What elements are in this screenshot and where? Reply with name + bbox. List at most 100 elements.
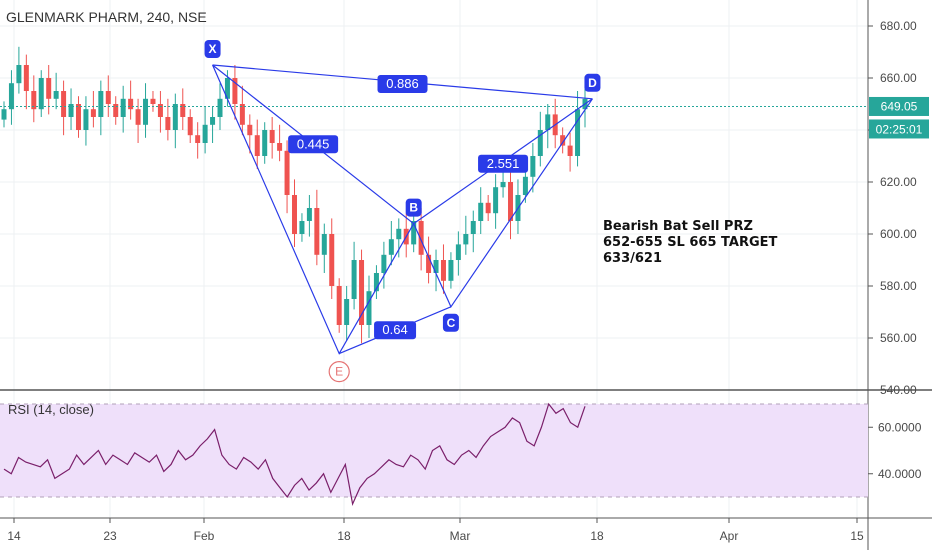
time-axis: 14 23 Feb 18 Mar 18 Apr 15 [7, 518, 864, 543]
candle-body [157, 104, 163, 117]
candle-body [299, 221, 305, 234]
candle-body [202, 124, 208, 143]
time-tick-label: 18 [590, 529, 604, 543]
point-label-a: E [335, 365, 343, 379]
candle-body [90, 109, 96, 117]
candle-body [485, 202, 491, 214]
candle-body [113, 104, 119, 117]
point-label-c: C [447, 316, 456, 330]
candle-body [195, 135, 201, 143]
candle-body [336, 286, 342, 325]
price-tick-label: 540.00 [880, 383, 917, 397]
candle-body [128, 98, 134, 110]
candle-body [292, 195, 297, 234]
candle-body [120, 98, 126, 117]
candle-body [493, 187, 499, 214]
candle-body [381, 254, 387, 273]
candle-body [470, 221, 476, 234]
trade-note: Bearish Bat Sell PRZ 652-655 SL 665 TARG… [603, 219, 778, 266]
trade-note-line-2: 652-655 SL 665 TARGET [603, 235, 778, 250]
point-label-x: X [209, 42, 217, 56]
time-tick-label: Apr [720, 529, 739, 543]
candle-body [172, 104, 178, 130]
candle-body [187, 117, 193, 136]
candle-body [38, 78, 44, 110]
rsi-tick-label: 60.0000 [878, 420, 922, 434]
candle-body [418, 221, 424, 255]
point-marker-b [405, 198, 422, 217]
time-tick-label: Mar [450, 529, 471, 543]
candle-body [135, 109, 141, 125]
candle-body [567, 145, 573, 156]
time-tick-label: 18 [337, 529, 351, 543]
current-price-label: 649.05 [881, 99, 918, 113]
candle-body [232, 78, 238, 104]
candlestick-series [1, 46, 588, 344]
rsi-axis: 60.0000 40.0000 [868, 420, 922, 481]
price-tick-label: 620.00 [880, 175, 917, 189]
ratio-label: 2.551 [487, 156, 520, 171]
candle-body [143, 98, 149, 125]
candle-body [53, 91, 59, 99]
candle-body [306, 208, 312, 221]
candle-body [61, 91, 67, 117]
ratio-box [374, 321, 417, 340]
candle-body [8, 83, 14, 110]
point-label-d: D [588, 76, 597, 90]
point-marker-c [442, 313, 459, 332]
trade-note-line-3: 633/621 [603, 251, 662, 266]
price-tick-label: 580.00 [880, 279, 917, 293]
ratio-label: 0.64 [382, 322, 407, 337]
candle-body [373, 273, 379, 292]
candle-body [277, 143, 283, 151]
candle-body [433, 260, 439, 273]
candle-body [262, 130, 268, 156]
price-tick-label: 660.00 [880, 71, 917, 85]
candle-body [239, 104, 245, 125]
candle-body [478, 202, 484, 221]
candle-body [321, 234, 327, 255]
candle-body [180, 104, 186, 117]
countdown-label: 02:25:01 [876, 122, 923, 136]
candle-body [575, 109, 581, 156]
current-price-tag: 649.05 02:25:01 [869, 96, 929, 139]
ratio-box [377, 74, 428, 93]
candle-body [1, 109, 7, 120]
candle-body [537, 130, 543, 156]
candle-body [500, 182, 506, 188]
candle-body [83, 109, 89, 130]
candle-body [344, 299, 350, 325]
candle-body [508, 182, 514, 221]
candle-body [75, 104, 81, 130]
candle-body [284, 150, 290, 195]
candle-body [210, 117, 216, 125]
rsi-tick-label: 40.0000 [878, 467, 922, 481]
price-tick-label: 560.00 [880, 331, 917, 345]
time-tick-label: Feb [194, 529, 215, 543]
candle-body [46, 78, 52, 99]
candle-body [351, 260, 357, 299]
ratio-box [478, 154, 529, 173]
candle-body [224, 78, 230, 99]
candle-body [165, 117, 171, 130]
candle-body [411, 221, 417, 245]
point-marker-a [328, 361, 350, 383]
bat-pattern: X E B C D 0.886 0.445 0.64 2.551 [204, 40, 601, 383]
candle-body [98, 91, 104, 117]
time-tick-label: 14 [7, 529, 21, 543]
time-tick-label: 15 [850, 529, 864, 543]
price-axis: 680.00660.00640.00620.00600.00580.00560.… [868, 19, 917, 397]
candle-body [269, 130, 275, 143]
rsi-band [0, 404, 868, 497]
candle-body [150, 98, 156, 104]
candle-body [530, 156, 536, 177]
ratio-box [288, 135, 339, 154]
price-tick-label: 680.00 [880, 19, 917, 33]
candle-body [314, 208, 320, 255]
time-tick-label: 23 [103, 529, 117, 543]
candle-body [463, 234, 469, 245]
candle-body [329, 234, 335, 286]
candle-body [440, 260, 446, 281]
candle-body [68, 104, 74, 117]
